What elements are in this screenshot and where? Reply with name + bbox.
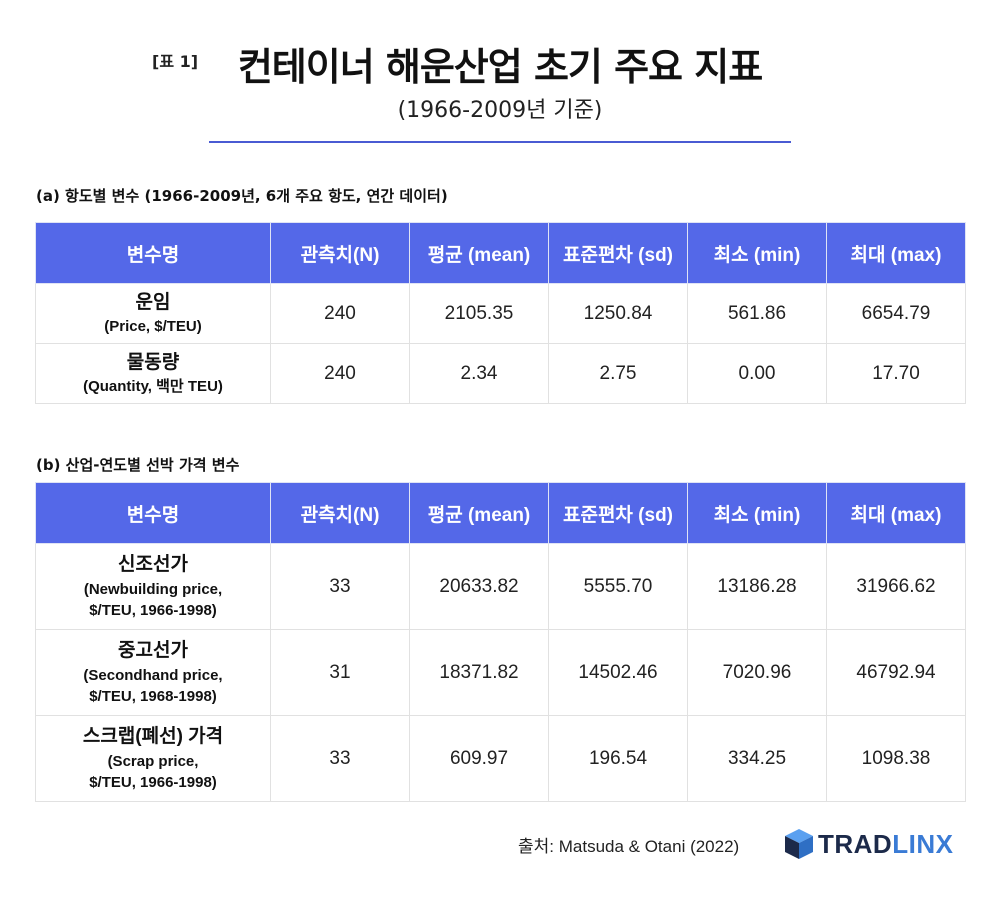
cell-mean: 2105.35 <box>409 283 549 344</box>
cell-min: 334.25 <box>687 715 827 802</box>
variable-name: 스크랩(폐선) 가격 <box>82 725 224 747</box>
variable-desc: (Newbuilding price, <box>83 580 223 598</box>
table-row: 물동량 (Quantity, 백만 TEU) 240 2.34 2.75 0.0… <box>35 343 966 404</box>
column-header: 최소 (min) <box>687 222 827 284</box>
variable-cell: 중고선가 (Secondhand price, $/TEU, 1968-1998… <box>35 629 271 716</box>
column-header: 표준편차 (sd) <box>548 222 688 284</box>
cell-mean: 609.97 <box>409 715 549 802</box>
section-b-label: (b) 산업-연도별 선박 가격 변수 <box>36 456 240 474</box>
table-row: 신조선가 (Newbuilding price, $/TEU, 1966-199… <box>35 543 966 630</box>
variable-desc: $/TEU, 1966-1998) <box>89 602 217 620</box>
page-header: [표 1] 컨테이너 해운산업 초기 주요 지표 (1966-2009년 기준) <box>0 30 1000 150</box>
cell-max: 31966.62 <box>826 543 966 630</box>
cell-max: 1098.38 <box>826 715 966 802</box>
tradlinx-logo: TRADLINX <box>784 826 970 862</box>
table-tag: [표 1] <box>152 52 199 71</box>
variable-desc: (Quantity, 백만 TEU) <box>83 378 223 396</box>
column-header: 평균 (mean) <box>409 222 549 284</box>
variable-name: 신조선가 <box>118 553 188 575</box>
variable-cell: 운임 (Price, $/TEU) <box>35 283 271 344</box>
variable-desc: $/TEU, 1966-1998) <box>89 774 217 792</box>
page-title: 컨테이너 해운산업 초기 주요 지표 <box>237 45 763 89</box>
variable-desc: (Scrap price, <box>107 752 199 770</box>
cell-sd: 5555.70 <box>548 543 688 630</box>
column-header: 최대 (max) <box>826 222 966 284</box>
variable-name: 물동량 <box>126 351 180 373</box>
logo-wordmark: TRADLINX <box>818 829 953 860</box>
cell-n: 31 <box>270 629 410 716</box>
logo-text-accent: LINX <box>892 829 954 859</box>
variable-cell: 물동량 (Quantity, 백만 TEU) <box>35 343 271 404</box>
cell-n: 240 <box>270 283 410 344</box>
cell-max: 46792.94 <box>826 629 966 716</box>
cell-max: 6654.79 <box>826 283 966 344</box>
column-header: 변수명 <box>35 482 271 544</box>
cube-icon <box>785 829 813 859</box>
cell-sd: 1250.84 <box>548 283 688 344</box>
cell-min: 0.00 <box>687 343 827 404</box>
table-row: 중고선가 (Secondhand price, $/TEU, 1968-1998… <box>35 629 966 716</box>
cell-min: 7020.96 <box>687 629 827 716</box>
cell-sd: 14502.46 <box>548 629 688 716</box>
variable-name: 운임 <box>135 291 171 313</box>
logo-text-dark: TRAD <box>818 829 893 859</box>
variable-cell: 신조선가 (Newbuilding price, $/TEU, 1966-199… <box>35 543 271 630</box>
cell-n: 240 <box>270 343 410 404</box>
cell-min: 561.86 <box>687 283 827 344</box>
column-header: 최소 (min) <box>687 482 827 544</box>
section-a-label: (a) 항도별 변수 (1966-2009년, 6개 주요 항도, 연간 데이터… <box>36 187 448 205</box>
variable-name: 중고선가 <box>118 639 188 661</box>
column-header: 변수명 <box>35 222 271 284</box>
cell-sd: 2.75 <box>548 343 688 404</box>
variable-desc: (Secondhand price, <box>83 666 223 684</box>
column-header: 최대 (max) <box>826 482 966 544</box>
variable-cell: 스크랩(폐선) 가격 (Scrap price, $/TEU, 1966-199… <box>35 715 271 802</box>
variable-desc: $/TEU, 1968-1998) <box>89 688 217 706</box>
table-port-variables: 변수명 관측치(N) 평균 (mean) 표준편차 (sd) 최소 (min) … <box>35 222 966 404</box>
table-header-row: 변수명 관측치(N) 평균 (mean) 표준편차 (sd) 최소 (min) … <box>35 482 966 544</box>
column-header: 관측치(N) <box>270 482 410 544</box>
table-row: 운임 (Price, $/TEU) 240 2105.35 1250.84 56… <box>35 283 966 344</box>
column-header: 관측치(N) <box>270 222 410 284</box>
cell-n: 33 <box>270 715 410 802</box>
cell-max: 17.70 <box>826 343 966 404</box>
source-citation: 출처: Matsuda & Otani (2022) <box>518 837 740 856</box>
page-subtitle: (1966-2009년 기준) <box>397 98 603 123</box>
table-ship-price-variables: 변수명 관측치(N) 평균 (mean) 표준편차 (sd) 최소 (min) … <box>35 482 966 802</box>
cell-min: 13186.28 <box>687 543 827 630</box>
column-header: 평균 (mean) <box>409 482 549 544</box>
variable-desc: (Price, $/TEU) <box>104 318 202 336</box>
cell-sd: 196.54 <box>548 715 688 802</box>
table-row: 스크랩(폐선) 가격 (Scrap price, $/TEU, 1966-199… <box>35 715 966 802</box>
column-header: 표준편차 (sd) <box>548 482 688 544</box>
cell-mean: 2.34 <box>409 343 549 404</box>
table-header-row: 변수명 관측치(N) 평균 (mean) 표준편차 (sd) 최소 (min) … <box>35 222 966 284</box>
cell-mean: 20633.82 <box>409 543 549 630</box>
cell-n: 33 <box>270 543 410 630</box>
cell-mean: 18371.82 <box>409 629 549 716</box>
title-divider <box>209 141 791 143</box>
